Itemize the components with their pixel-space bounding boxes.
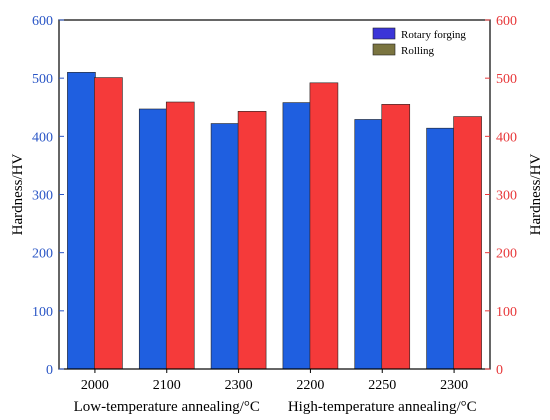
- bar-rolling-5: [453, 116, 482, 370]
- legend-swatch-1: [372, 43, 396, 56]
- x-tick-label-1: 2100: [153, 378, 181, 393]
- right-tick-label-5: 500: [496, 72, 517, 87]
- x-tick-label-4: 2250: [368, 378, 396, 393]
- x-tick-label-2: 2300: [225, 378, 253, 393]
- bar-rolling-1: [165, 101, 195, 370]
- left-tick-label-1: 100: [32, 305, 53, 320]
- bar-rolling-3: [309, 82, 339, 370]
- bar-rolling-4: [381, 104, 411, 370]
- bars-layer: [67, 72, 482, 370]
- left-tick-label-5: 500: [32, 72, 53, 87]
- left-tick-label-6: 600: [32, 14, 53, 29]
- legend-swatch-0: [372, 27, 396, 40]
- x-tick-label-5: 2300: [440, 378, 468, 393]
- labels-layer: 0 0 100 100 200 200 300 300 400 400 500 500 600 600 20…: [10, 14, 544, 415]
- right-tick-label-0: 0: [496, 363, 503, 378]
- left-tick-label-2: 200: [32, 247, 53, 262]
- left-tick-label-4: 400: [32, 130, 53, 145]
- right-tick-label-2: 200: [496, 247, 517, 262]
- bar-rotary-forging-2: [210, 123, 240, 370]
- y-axis-title-left: Hardness/HV: [10, 154, 26, 236]
- y-axis-title-right: Hardness/HV: [528, 154, 544, 236]
- x-tick-label-3: 2200: [296, 378, 324, 393]
- left-tick-label-0: 0: [46, 363, 53, 378]
- bar-rotary-forging-5: [426, 127, 455, 370]
- right-tick-label-4: 400: [496, 130, 517, 145]
- group-label-1: High-temperature annealing/°C: [288, 399, 477, 415]
- bar-rotary-forging-4: [354, 119, 384, 370]
- right-tick-label-6: 600: [496, 14, 517, 29]
- bar-rotary-forging-0: [67, 72, 96, 370]
- bar-rolling-2: [237, 111, 267, 370]
- bar-rolling-0: [94, 77, 123, 370]
- left-tick-label-3: 300: [32, 189, 53, 204]
- legend: Rotary forging Rolling: [372, 27, 466, 57]
- axes-layer: [58, 19, 491, 373]
- bar-rotary-forging-3: [282, 102, 312, 370]
- right-tick-label-3: 300: [496, 189, 517, 204]
- plot-frame: [58, 19, 491, 370]
- legend-label-0: Rotary forging: [401, 29, 466, 41]
- right-tick-label-1: 100: [496, 305, 517, 320]
- legend-label-1: Rolling: [401, 45, 435, 57]
- x-tick-label-0: 2000: [81, 378, 109, 393]
- bar-rotary-forging-1: [138, 108, 168, 370]
- group-label-0: Low-temperature annealing/°C: [74, 399, 260, 415]
